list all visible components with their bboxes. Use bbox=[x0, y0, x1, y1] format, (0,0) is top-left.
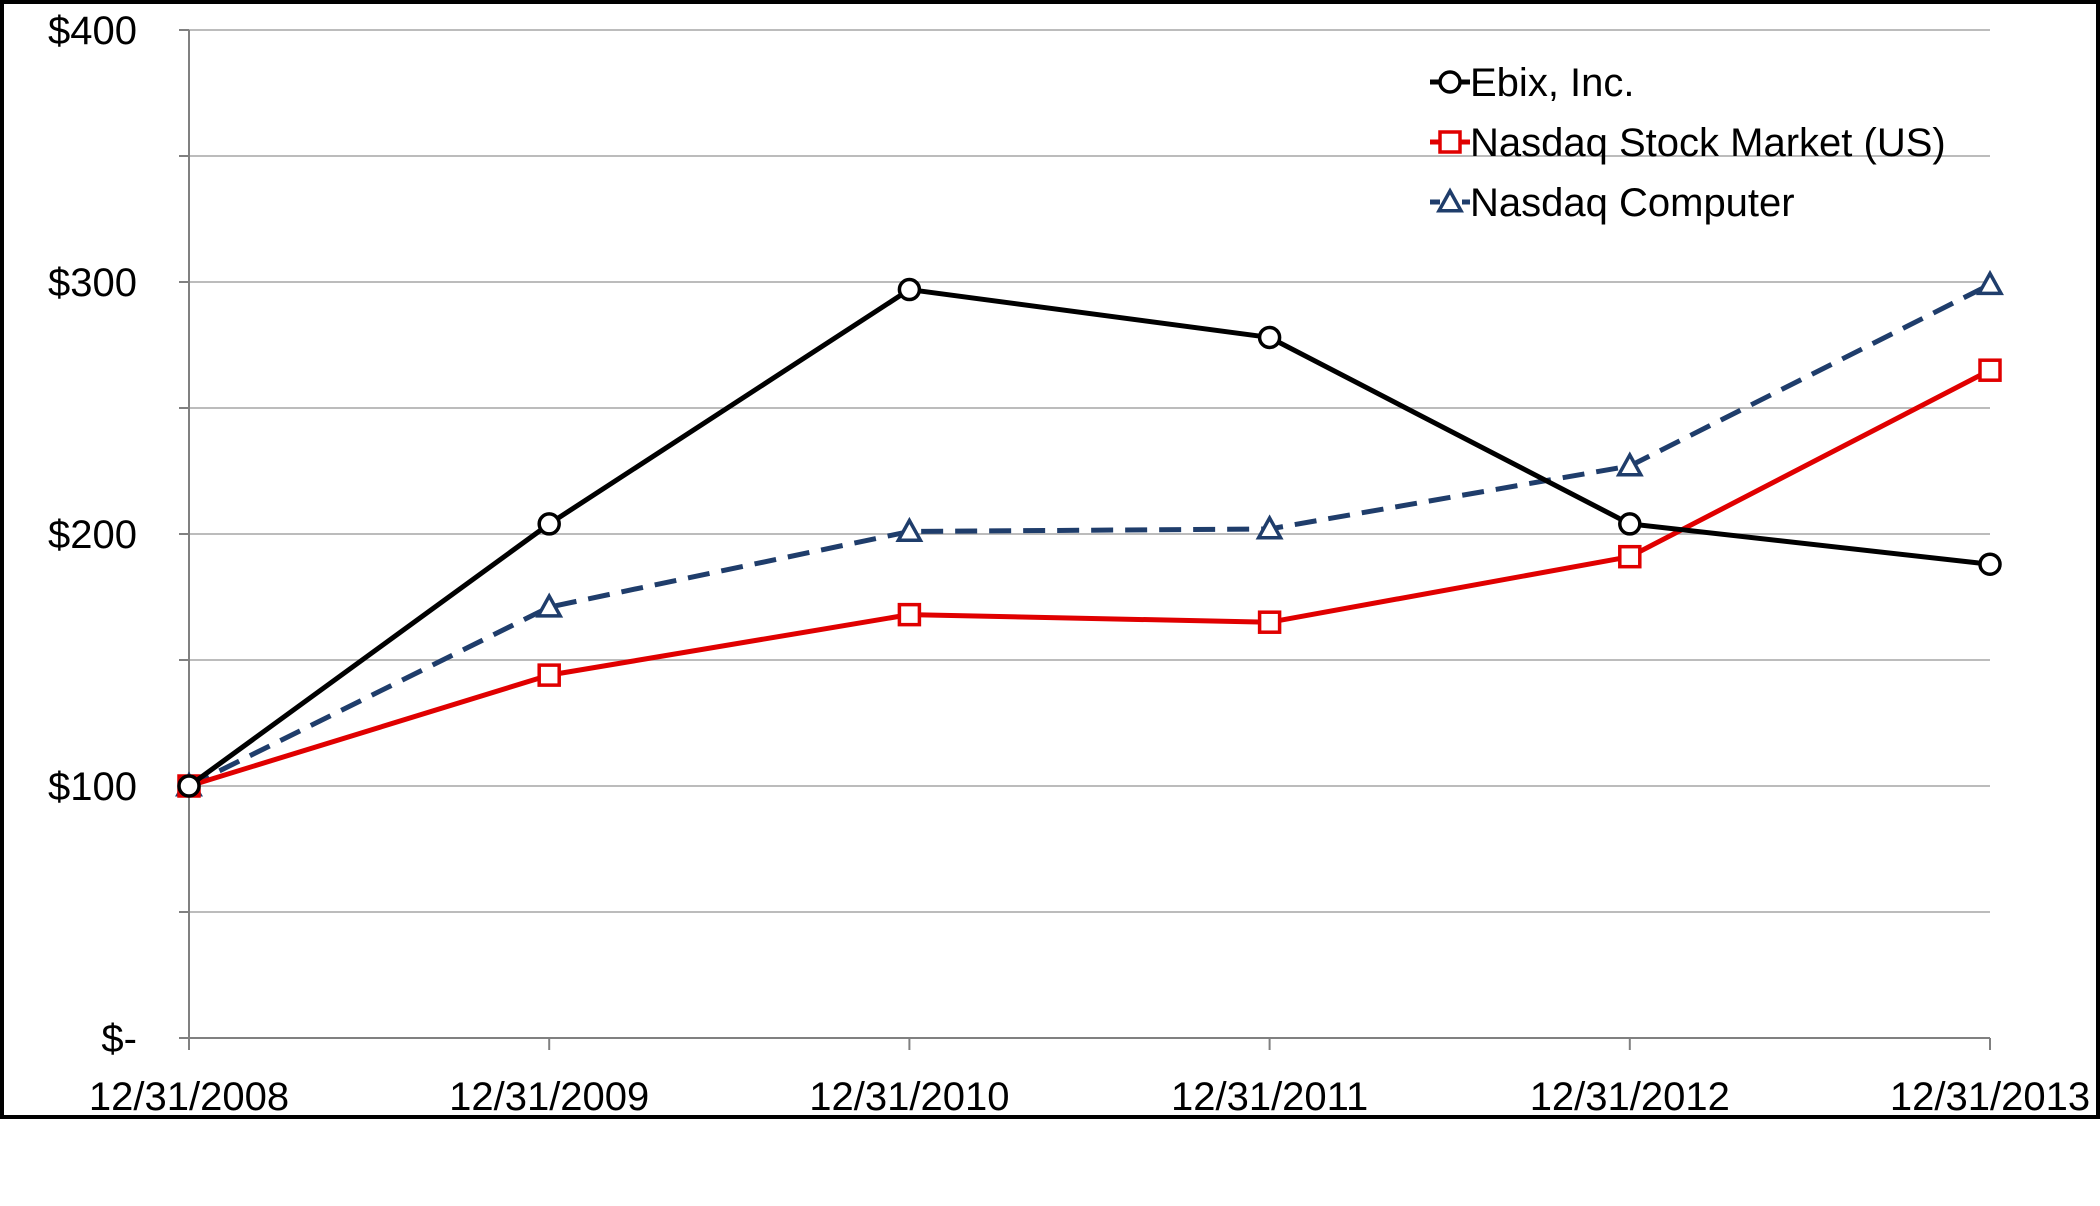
data-point-square bbox=[1618, 544, 1642, 569]
series-lines bbox=[175, 269, 2004, 798]
x-tick-label: 12/31/2010 bbox=[809, 1075, 1009, 1119]
legend-entry: Nasdaq Stock Market (US) bbox=[1430, 121, 1946, 165]
data-point-square bbox=[897, 602, 922, 627]
data-point-circle bbox=[1438, 70, 1462, 94]
data-point-triangle bbox=[535, 592, 564, 618]
series-line bbox=[187, 287, 1991, 789]
series-line bbox=[188, 367, 1992, 789]
x-tick-label: 12/31/2008 bbox=[89, 1075, 289, 1119]
legend-label: Nasdaq Computer bbox=[1470, 181, 1795, 225]
y-tick-label: $300 bbox=[48, 261, 137, 305]
data-point-square bbox=[1978, 358, 2002, 382]
data-point-square bbox=[1438, 130, 1462, 154]
legend-label: Ebix, Inc. bbox=[1470, 61, 1635, 105]
chart-frame bbox=[0, 0, 2100, 1119]
y-tick-label: $100 bbox=[48, 765, 137, 809]
data-point-square bbox=[537, 663, 561, 687]
x-tick-label: 12/31/2012 bbox=[1530, 1075, 1730, 1119]
y-tick-label: $200 bbox=[48, 513, 137, 557]
x-tick-label: 12/31/2009 bbox=[449, 1075, 649, 1119]
x-tick-label: 12/31/2011 bbox=[1171, 1075, 1368, 1119]
data-point-triangle bbox=[895, 516, 924, 543]
data-point-triangle bbox=[1976, 269, 2004, 296]
y-axis-tick-labels: $- $100 $200 $300 $400 bbox=[48, 9, 137, 1061]
legend: Ebix, Inc. Nasdaq Stock Market (US) Nasdaq… bbox=[1430, 61, 1946, 225]
data-point-square bbox=[1257, 610, 1282, 634]
legend-entry: Ebix, Inc. bbox=[1430, 61, 1635, 105]
data-point-triangle bbox=[1436, 187, 1464, 213]
data-point-circle bbox=[1618, 512, 1642, 536]
data-point-circle bbox=[897, 277, 922, 302]
y-tick-label: $400 bbox=[48, 9, 137, 53]
gridlines bbox=[189, 29, 1990, 913]
x-tick-label: 12/31/2013 bbox=[1890, 1075, 2090, 1119]
data-point-triangle bbox=[1615, 451, 1644, 477]
data-point-circle bbox=[177, 774, 201, 798]
legend-entry: Nasdaq Computer bbox=[1430, 181, 1795, 225]
data-point-circle bbox=[537, 512, 561, 536]
x-axis-tick-labels: 12/31/2008 12/31/2009 12/31/2010 12/31/2011… bbox=[89, 1075, 2090, 1119]
data-point-circle bbox=[1978, 552, 2002, 576]
data-point-circle bbox=[1257, 325, 1282, 350]
legend-label: Nasdaq Stock Market (US) bbox=[1470, 121, 1946, 165]
series-0 bbox=[177, 277, 2002, 798]
y-tick-label: $- bbox=[101, 1017, 137, 1061]
data-point-triangle bbox=[1255, 514, 1284, 540]
